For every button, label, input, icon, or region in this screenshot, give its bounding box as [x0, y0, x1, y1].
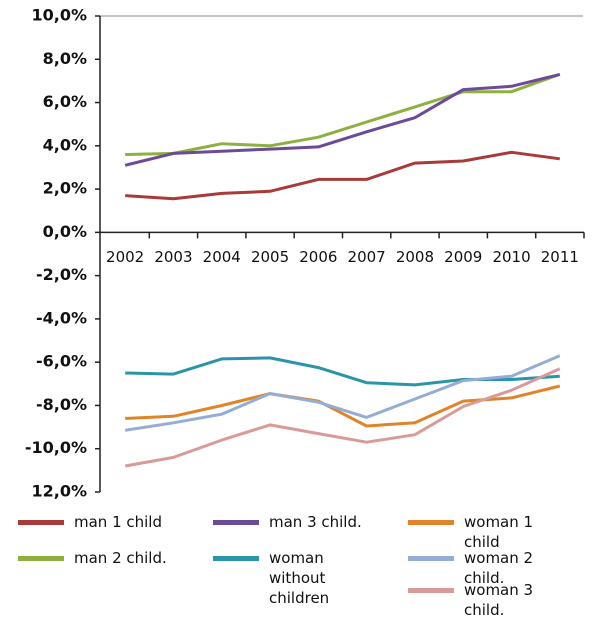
- x-tick-label: 2004: [203, 248, 241, 266]
- x-tick-label: 2007: [348, 248, 386, 266]
- x-tick-label: 2008: [396, 248, 434, 266]
- legend-swatch: [408, 556, 454, 561]
- y-tick-label: -6,0%: [36, 352, 87, 371]
- y-tick-label: 0,0%: [43, 222, 87, 241]
- chart: 10,0% 8,0% 6,0% 4,0% 2,0% 0,0% -2,0% -4,0% -6,0%…: [25, 6, 585, 501]
- y-tick-label: 4,0%: [43, 135, 87, 154]
- y-tick-label: 12,0%: [31, 482, 87, 501]
- legend-item: man 2 child.: [18, 548, 174, 568]
- series-line: [125, 72, 561, 156]
- legend-label: man 1 child: [74, 513, 163, 531]
- legend-item: woman 3 child.: [408, 580, 564, 620]
- series-line: [124, 72, 561, 167]
- legend-swatch: [213, 520, 259, 525]
- x-tick-label: 2006: [299, 248, 337, 266]
- y-tick-label: 8,0%: [43, 49, 87, 68]
- y-tick-label: -10,0%: [25, 438, 87, 457]
- legend-item: woman 2 child.: [408, 548, 564, 588]
- x-tick-label: 2009: [444, 248, 482, 266]
- y-tick-label: 2,0%: [43, 179, 87, 198]
- legend-swatch: [18, 556, 64, 561]
- x-tick-label: 2002: [106, 248, 144, 266]
- y-tick-label: 10,0%: [31, 6, 87, 25]
- y-tick-label: -8,0%: [36, 395, 87, 414]
- series-line: [125, 150, 561, 201]
- x-tick-label: 2005: [251, 248, 289, 266]
- legend-label: woman without children: [269, 549, 330, 607]
- y-tick-label: 6,0%: [43, 92, 87, 111]
- x-tick-label: 2003: [154, 248, 192, 266]
- legend-label: man 2 child.: [74, 549, 167, 567]
- legend-item: man 3 child.: [213, 512, 369, 532]
- legend-item: man 1 child: [18, 512, 174, 532]
- series-line: [124, 367, 561, 468]
- legend-swatch: [408, 588, 454, 593]
- legend-label: man 3 child.: [269, 513, 362, 531]
- y-tick-label: -2,0%: [36, 265, 87, 284]
- legend-swatch: [18, 520, 64, 525]
- x-tick-label: 2010: [492, 248, 530, 266]
- legend-label: woman 3 child.: [464, 581, 534, 619]
- y-tick-label: -4,0%: [36, 308, 87, 327]
- legend-label: woman 2 child.: [464, 549, 534, 587]
- legend-item: woman 1 child: [408, 512, 564, 552]
- legend-label: woman 1 child: [464, 513, 534, 551]
- legend-swatch: [408, 520, 454, 525]
- legend-item: woman without children: [213, 548, 339, 608]
- x-tick-label: 2011: [541, 248, 579, 266]
- legend-swatch: [213, 556, 259, 561]
- series-line: [124, 354, 561, 432]
- series-line: [125, 356, 560, 387]
